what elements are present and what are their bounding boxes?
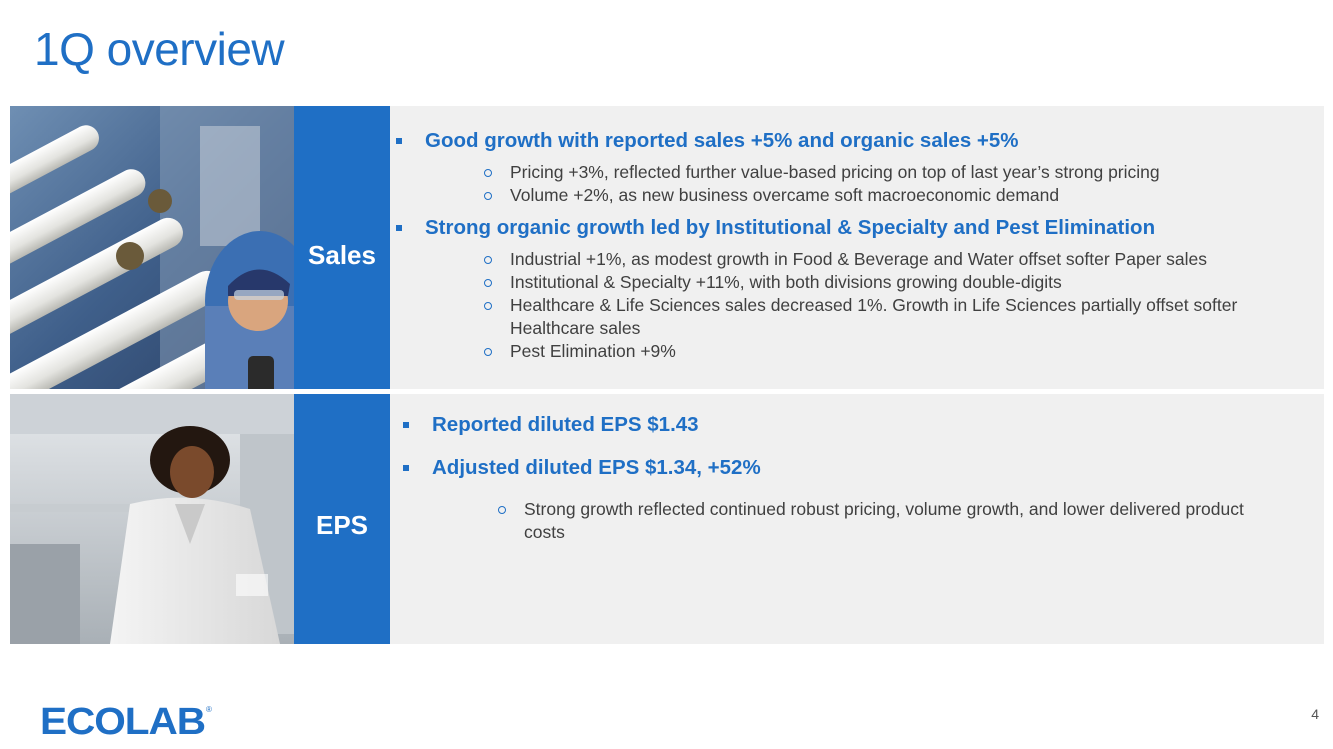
circle-bullet-icon	[498, 506, 506, 514]
sales-panel: Sales Good growth with reported sales +5…	[10, 106, 1324, 389]
sub-bullet: Healthcare & Life Sciences sales decreas…	[425, 294, 1324, 340]
eps-content: Reported diluted EPS $1.43 Adjusted dilu…	[390, 394, 1324, 644]
eps-panel: EPS Reported diluted EPS $1.43 Adjusted …	[10, 394, 1324, 644]
sub-bullet: Pest Elimination +9%	[425, 340, 1324, 363]
circle-bullet-icon	[484, 192, 492, 200]
circle-bullet-icon	[484, 256, 492, 264]
eps-bullet: Adjusted diluted EPS $1.34, +52% Strong …	[390, 455, 1324, 544]
sub-bullet: Strong growth reflected continued robust…	[432, 498, 1324, 544]
bullet-text: Strong organic growth led by Institution…	[425, 216, 1156, 239]
square-bullet-icon	[396, 225, 402, 231]
sales-bullet: Good growth with reported sales +5% and …	[390, 128, 1324, 207]
circle-bullet-icon	[484, 348, 492, 356]
sales-photo	[10, 106, 294, 389]
ecolab-logo: ECOLAB ®	[40, 701, 215, 743]
bullet-text: Adjusted diluted EPS $1.34, +52%	[432, 456, 761, 479]
sales-content: Good growth with reported sales +5% and …	[390, 106, 1324, 389]
eps-photo	[10, 394, 294, 644]
svg-text:®: ®	[206, 705, 212, 714]
sales-label: Sales	[308, 240, 376, 270]
sub-bullet: Industrial +1%, as modest growth in Food…	[425, 248, 1324, 271]
square-bullet-icon	[403, 465, 409, 471]
sub-bullet: Institutional & Specialty +11%, with bot…	[425, 271, 1324, 294]
bullet-text: Reported diluted EPS $1.43	[432, 413, 699, 436]
circle-bullet-icon	[484, 302, 492, 310]
bullet-text: Good growth with reported sales +5% and …	[425, 129, 1019, 152]
circle-bullet-icon	[484, 169, 492, 177]
circle-bullet-icon	[484, 279, 492, 287]
square-bullet-icon	[396, 138, 402, 144]
eps-label: EPS	[315, 510, 369, 540]
eps-bullet: Reported diluted EPS $1.43	[390, 412, 1324, 438]
sub-bullet: Pricing +3%, reflected further value-bas…	[425, 161, 1324, 184]
page-title: 1Q overview	[34, 23, 285, 75]
svg-text:ECOLAB: ECOLAB	[40, 703, 205, 737]
eps-label-band: EPS	[294, 394, 390, 644]
sales-bullet: Strong organic growth led by Institution…	[390, 215, 1324, 363]
page-number: 4	[1311, 706, 1319, 722]
sales-label-band: Sales	[294, 106, 390, 389]
square-bullet-icon	[403, 422, 409, 428]
sub-bullet: Volume +2%, as new business overcame sof…	[425, 184, 1324, 207]
